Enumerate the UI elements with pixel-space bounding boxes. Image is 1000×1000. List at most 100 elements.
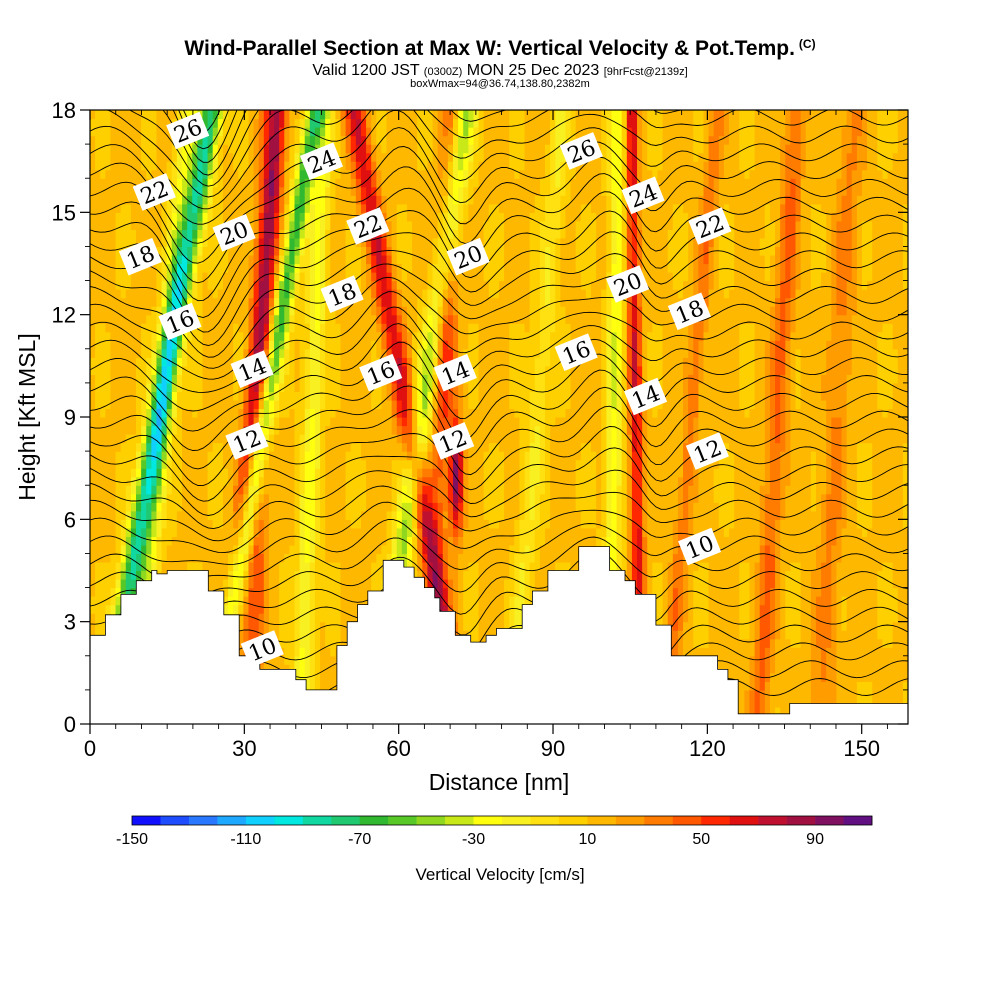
field-cell [320, 553, 326, 563]
field-cell [350, 374, 357, 384]
field-cell [294, 417, 301, 427]
field-cell [141, 297, 147, 307]
field-cell [228, 178, 234, 188]
field-cell [274, 553, 280, 563]
field-cell [396, 186, 403, 196]
field-cell [279, 297, 285, 307]
field-cell [432, 118, 439, 128]
field-cell [268, 613, 275, 623]
field-cell [141, 340, 147, 350]
field-cell [325, 340, 331, 350]
field-cell [294, 544, 301, 555]
field-cell [396, 306, 403, 316]
field-cell [151, 459, 158, 469]
field-cell [386, 553, 393, 563]
field-cell [130, 220, 137, 230]
field-cell [325, 570, 331, 580]
field-cell [238, 186, 244, 196]
field-cell [355, 476, 362, 486]
field-cell [304, 647, 311, 657]
field-cell [376, 152, 383, 162]
field-cell [427, 382, 434, 393]
field-cell [274, 544, 280, 555]
field-cell [207, 263, 214, 273]
field-cell [417, 544, 423, 555]
field-cell [100, 254, 106, 265]
field-cell [417, 331, 423, 341]
field-cell [187, 451, 193, 461]
field-cell [161, 442, 168, 452]
field-cell [100, 425, 106, 435]
field-cell [258, 297, 265, 307]
field-cell [90, 237, 96, 248]
field-cell [243, 510, 250, 520]
field-cell [320, 357, 326, 367]
field-cell [212, 212, 219, 222]
field-cell [156, 272, 163, 282]
field-cell [187, 434, 193, 444]
field-cell [141, 272, 147, 282]
field-cell [299, 408, 306, 418]
field-cell [110, 502, 117, 512]
field-cell [386, 417, 393, 427]
field-cell [345, 391, 352, 401]
field-cell [437, 561, 444, 572]
field-cell [130, 408, 137, 418]
field-cell [110, 596, 117, 606]
field-cell [253, 561, 260, 572]
field-cell [340, 502, 347, 512]
field-cell [391, 289, 398, 299]
field-cell [314, 237, 321, 248]
field-cell [100, 604, 106, 614]
field-cell [294, 254, 301, 265]
field-cell [233, 212, 239, 222]
field-cell [294, 408, 301, 418]
field-cell [406, 476, 413, 486]
field-cell [427, 451, 434, 461]
field-cell [396, 536, 403, 546]
field-cell [442, 596, 449, 606]
field-cell [422, 118, 429, 128]
field-cell [294, 229, 301, 239]
field-cell [146, 544, 152, 555]
field-cell [130, 152, 137, 162]
field-cell [309, 647, 316, 657]
field-cell [412, 306, 418, 316]
field-cell [360, 254, 367, 265]
field-cell [233, 391, 239, 401]
field-cell [197, 382, 204, 393]
field-cell [386, 263, 393, 273]
field-cell [228, 272, 234, 282]
field-cell [197, 229, 204, 239]
field-cell [248, 391, 255, 401]
field-cell [279, 527, 285, 537]
field-cell [381, 237, 388, 248]
field-cell [90, 604, 96, 614]
field-cell [238, 195, 244, 205]
field-cell [366, 527, 372, 537]
field-cell [304, 544, 311, 555]
field-cell [340, 195, 347, 205]
field-cell [412, 340, 418, 350]
field-cell [330, 672, 336, 682]
field-cell [304, 323, 311, 333]
field-cell [320, 110, 326, 120]
field-cell [263, 468, 270, 478]
field-cell [166, 237, 173, 248]
field-cell [427, 425, 434, 435]
field-cell [253, 630, 260, 640]
field-cell [100, 399, 106, 410]
field-cell [340, 212, 347, 222]
field-cell [284, 510, 290, 520]
field-cell [263, 110, 270, 120]
field-cell [171, 212, 178, 222]
field-cell [258, 451, 265, 461]
field-cell [422, 186, 429, 196]
field-cell [427, 289, 434, 299]
field-cell [284, 314, 290, 324]
field-cell [360, 161, 367, 171]
field-cell [360, 510, 367, 520]
field-cell [263, 246, 270, 256]
field-cell [166, 468, 173, 478]
field-cell [309, 587, 316, 597]
